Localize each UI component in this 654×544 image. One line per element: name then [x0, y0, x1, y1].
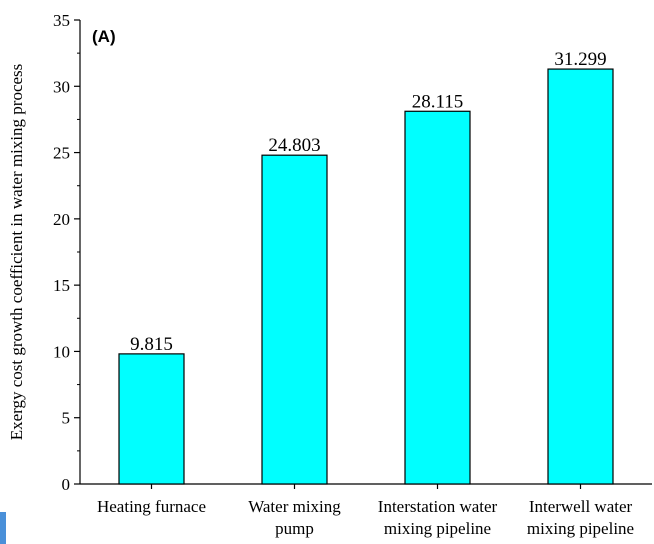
- data-label: 28.115: [412, 91, 464, 112]
- y-tick-label: 35: [53, 11, 70, 30]
- y-tick-label: 15: [53, 276, 70, 295]
- x-tick-label: Interwell water mixing pipeline: [527, 497, 634, 538]
- y-tick-label: 0: [62, 475, 71, 494]
- chart-bars: [118, 68, 614, 485]
- data-label: 9.815: [130, 334, 173, 355]
- bar: [404, 110, 471, 485]
- y-tick-label: 20: [53, 210, 70, 229]
- x-tick-label: Heating furnace: [97, 497, 206, 516]
- y-tick-label: 10: [53, 342, 70, 361]
- x-tick-label: Water mixing pump: [248, 497, 341, 538]
- y-axis-title: Exergy cost growth coefficient in water …: [7, 64, 26, 441]
- x-tick-label-line: pump: [275, 519, 314, 538]
- y-tick-label: 30: [53, 77, 70, 96]
- y-tick-label: 25: [53, 144, 70, 163]
- panel-label: (A): [92, 27, 116, 46]
- chart-labels: 9.815 Heating furnace 24.803 Water mixing pu…: [97, 49, 634, 538]
- y-tick-label: 5: [62, 409, 71, 428]
- x-tick-label-line: Water mixing: [248, 497, 341, 516]
- bar: [261, 154, 328, 485]
- x-tick-label-line: Interwell water: [529, 497, 633, 516]
- x-tick-label-line: Heating furnace: [97, 497, 206, 516]
- bar: [547, 68, 614, 485]
- x-tick-label-line: mixing pipeline: [384, 519, 491, 538]
- x-tick-label-line: Interstation water: [378, 497, 498, 516]
- edge-marker: [0, 512, 6, 544]
- data-label: 31.299: [554, 49, 606, 70]
- bar: [118, 353, 185, 485]
- x-tick-label-line: mixing pipeline: [527, 519, 634, 538]
- x-tick-label: Interstation water mixing pipeline: [378, 497, 498, 538]
- data-label: 24.803: [268, 135, 320, 156]
